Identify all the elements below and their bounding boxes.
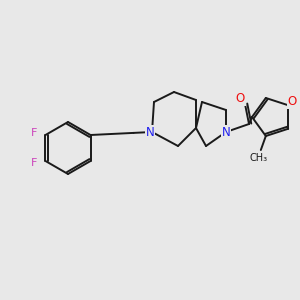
Text: N: N: [222, 125, 230, 139]
Text: F: F: [31, 128, 38, 138]
Text: O: O: [236, 92, 244, 106]
Text: O: O: [288, 95, 297, 108]
Text: F: F: [31, 158, 38, 168]
Text: CH₃: CH₃: [250, 153, 268, 163]
Text: N: N: [146, 125, 154, 139]
